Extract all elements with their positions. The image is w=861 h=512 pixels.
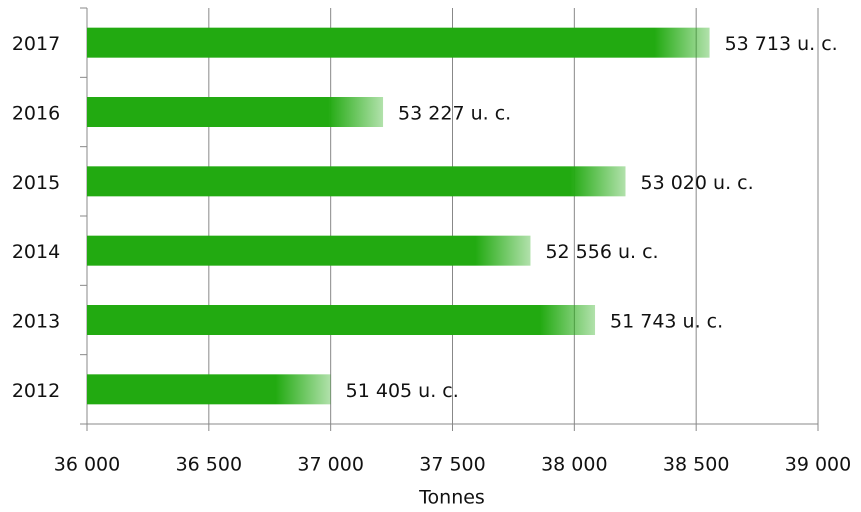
data-label: 51 743 u. c.: [610, 311, 723, 333]
bar: [87, 27, 710, 58]
y-tick-label: 2016: [12, 103, 60, 125]
y-tick-label: 2013: [12, 311, 60, 333]
x-tick-label: 36 500: [176, 454, 242, 476]
y-tick-label: 2017: [12, 33, 60, 55]
x-tick-label: 38 000: [541, 454, 607, 476]
bar: [87, 305, 596, 335]
data-label: 53 227 u. c.: [398, 103, 511, 125]
bar: [87, 166, 626, 197]
data-label: 51 405 u. c.: [346, 380, 459, 402]
bar: [87, 374, 331, 405]
x-tick-label: 36 000: [54, 454, 120, 476]
data-label: 53 020 u. c.: [641, 172, 754, 194]
y-tick-label: 2014: [12, 241, 60, 263]
y-tick-label: 2015: [12, 172, 60, 194]
data-label: 52 556 u. c.: [545, 241, 658, 263]
x-tick-label: 37 500: [419, 454, 485, 476]
x-tick-label: 38 500: [663, 454, 729, 476]
x-tick-label: 39 000: [785, 454, 851, 476]
data-label: 53 713 u. c.: [725, 33, 838, 55]
x-axis-label: Tonnes: [418, 487, 485, 509]
bar: [87, 97, 384, 127]
x-tick-label: 37 000: [297, 454, 363, 476]
bar: [87, 235, 531, 266]
y-tick-label: 2012: [12, 380, 60, 402]
